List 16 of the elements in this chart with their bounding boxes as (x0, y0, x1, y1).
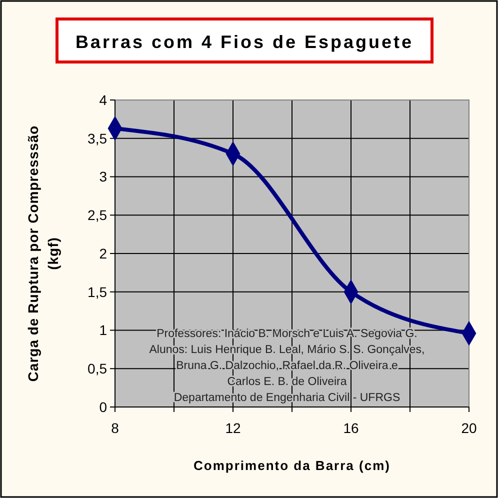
y-tick-label: 2 (99, 245, 108, 262)
y-tick-label: 0,5 (88, 360, 108, 377)
x-tick-label: 12 (225, 420, 241, 436)
x-tick-label: 20 (461, 420, 477, 436)
y-tick-label: 3,5 (88, 130, 108, 146)
y-axis-title: Carga de Ruptura por Compresssão (kgf) (25, 125, 61, 382)
y-tick-label: 1,5 (88, 284, 108, 300)
y-tick-label: 1 (99, 322, 108, 338)
chart-title: Barras com 4 Fios de Espaguete (75, 32, 414, 52)
x-tick-label: 8 (111, 420, 120, 436)
y-tick-label: 0 (99, 398, 108, 415)
x-axis-title: Comprimento da Barra (cm) (194, 458, 390, 473)
y-tick-label: 4 (99, 92, 108, 108)
y-tick-label: 3 (99, 168, 108, 185)
y-tick-label: 2,5 (88, 207, 108, 224)
x-tick-label: 16 (343, 420, 359, 436)
